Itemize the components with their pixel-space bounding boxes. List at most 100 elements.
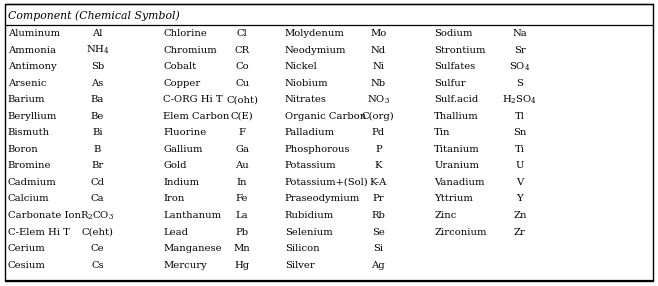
Text: Cadmium: Cadmium (8, 178, 57, 187)
Text: Cu: Cu (235, 79, 249, 88)
Text: Mn: Mn (234, 244, 251, 253)
Text: Cl: Cl (237, 29, 247, 38)
Text: Bismuth: Bismuth (8, 128, 50, 137)
Text: C(E): C(E) (231, 112, 253, 121)
Text: Zirconium: Zirconium (434, 228, 487, 237)
Text: Pd: Pd (372, 128, 385, 137)
Text: Potassium+(Sol): Potassium+(Sol) (285, 178, 368, 187)
Text: Fluorine: Fluorine (163, 128, 207, 137)
Text: Nb: Nb (371, 79, 386, 88)
Text: Lead: Lead (163, 228, 188, 237)
Text: CR: CR (235, 46, 249, 55)
Text: Sb: Sb (91, 62, 104, 71)
Text: Silver: Silver (285, 261, 315, 270)
Text: Sn: Sn (513, 128, 526, 137)
Text: Selenium: Selenium (285, 228, 333, 237)
Text: Co: Co (236, 62, 249, 71)
Text: Bromine: Bromine (8, 161, 51, 170)
Text: P: P (375, 145, 382, 154)
Text: Lanthanum: Lanthanum (163, 211, 221, 220)
Text: Na: Na (513, 29, 527, 38)
Text: Aluminum: Aluminum (8, 29, 60, 38)
Text: Vanadium: Vanadium (434, 178, 485, 187)
Text: Neodymium: Neodymium (285, 46, 346, 55)
Text: V: V (516, 178, 524, 187)
Text: Antimony: Antimony (8, 62, 57, 71)
Text: NH$_4$: NH$_4$ (86, 44, 109, 56)
Text: Beryllium: Beryllium (8, 112, 57, 121)
Text: Y: Y (517, 194, 523, 204)
Text: Chlorine: Chlorine (163, 29, 207, 38)
Text: Gold: Gold (163, 161, 187, 170)
Text: C-ORG Hi T: C-ORG Hi T (163, 95, 223, 104)
Text: Zr: Zr (514, 228, 526, 237)
Text: K: K (374, 161, 382, 170)
Text: Sulfur: Sulfur (434, 79, 466, 88)
Text: Zn: Zn (513, 211, 526, 220)
Text: Titanium: Titanium (434, 145, 480, 154)
Text: Strontium: Strontium (434, 46, 486, 55)
Text: Indium: Indium (163, 178, 199, 187)
Text: Molydenum: Molydenum (285, 29, 345, 38)
Text: Organic Carbon: Organic Carbon (285, 112, 366, 121)
Text: Uranium: Uranium (434, 161, 479, 170)
Text: SO$_4$: SO$_4$ (509, 61, 530, 73)
Text: Si: Si (373, 244, 384, 253)
Text: Component (Chemical Symbol): Component (Chemical Symbol) (8, 11, 180, 21)
Text: Niobium: Niobium (285, 79, 328, 88)
Text: Cobalt: Cobalt (163, 62, 196, 71)
Text: F: F (239, 128, 245, 137)
Text: Iron: Iron (163, 194, 184, 204)
Text: Thallium: Thallium (434, 112, 479, 121)
Text: Ba: Ba (91, 95, 104, 104)
Text: C(org): C(org) (362, 112, 395, 121)
Text: Se: Se (372, 228, 385, 237)
Text: Tin: Tin (434, 128, 451, 137)
Text: H$_2$SO$_4$: H$_2$SO$_4$ (503, 94, 537, 106)
Text: Carbonate Ion: Carbonate Ion (8, 211, 81, 220)
Text: Nd: Nd (371, 46, 386, 55)
Text: Sulfates: Sulfates (434, 62, 476, 71)
Text: Boron: Boron (8, 145, 39, 154)
Text: Be: Be (91, 112, 104, 121)
Text: Arsenic: Arsenic (8, 79, 47, 88)
Text: S: S (517, 79, 523, 88)
Text: Manganese: Manganese (163, 244, 222, 253)
Text: C(oht): C(oht) (226, 95, 258, 104)
Text: Au: Au (236, 161, 249, 170)
Text: Hg: Hg (235, 261, 249, 270)
Text: Nitrates: Nitrates (285, 95, 327, 104)
Text: Zinc: Zinc (434, 211, 457, 220)
Text: In: In (237, 178, 247, 187)
Text: Rubidium: Rubidium (285, 211, 334, 220)
Text: Nickel: Nickel (285, 62, 318, 71)
Text: C-Elem Hi T: C-Elem Hi T (8, 228, 70, 237)
Text: Elem Carbon: Elem Carbon (163, 112, 230, 121)
Text: U: U (516, 161, 524, 170)
Text: Barium: Barium (8, 95, 45, 104)
Text: Cd: Cd (90, 178, 105, 187)
Text: Ca: Ca (91, 194, 104, 204)
Text: Pb: Pb (236, 228, 249, 237)
Text: Ag: Ag (372, 261, 385, 270)
Text: Cesium: Cesium (8, 261, 46, 270)
Text: Ce: Ce (91, 244, 104, 253)
Text: La: La (236, 211, 249, 220)
Text: Ni: Ni (372, 62, 384, 71)
Text: Gallium: Gallium (163, 145, 203, 154)
Text: B: B (93, 145, 101, 154)
Text: Phosphorous: Phosphorous (285, 145, 351, 154)
Text: Calcium: Calcium (8, 194, 49, 204)
Text: Silicon: Silicon (285, 244, 320, 253)
Text: Pr: Pr (372, 194, 384, 204)
Text: Sodium: Sodium (434, 29, 473, 38)
Text: Praseodymium: Praseodymium (285, 194, 361, 204)
Text: Mercury: Mercury (163, 261, 207, 270)
Text: Sr: Sr (514, 46, 526, 55)
Text: Palladium: Palladium (285, 128, 335, 137)
Text: C(eht): C(eht) (82, 228, 113, 237)
FancyBboxPatch shape (5, 4, 653, 281)
Text: NO$_3$: NO$_3$ (367, 94, 390, 106)
Text: Mo: Mo (370, 29, 386, 38)
Text: Fe: Fe (236, 194, 248, 204)
